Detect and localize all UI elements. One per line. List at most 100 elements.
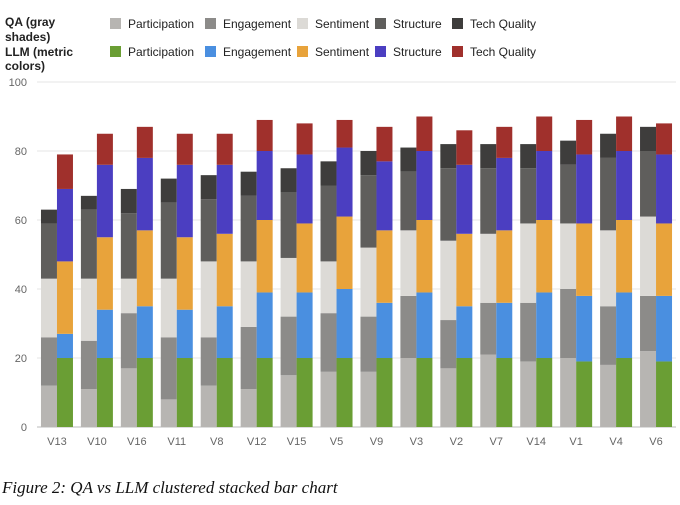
- bar-qa-V6-sentiment: [640, 216, 657, 296]
- x-tick-label-V15: V15: [287, 436, 307, 448]
- bar-llm-V9-structure: [376, 161, 393, 231]
- bar-qa-V8-sentiment: [200, 261, 217, 338]
- bar-llm-V4-engagement: [616, 292, 633, 358]
- bar-llm-V9-participation: [376, 358, 393, 427]
- bar-llm-V13-tech-quality: [56, 154, 73, 189]
- x-axis: V13 V10 V16 V11 V8 V12 V15 V5 V9 V3 V2 V7 V14 V1 V4 V6: [47, 436, 663, 448]
- bar-llm-V12-engagement: [256, 292, 273, 358]
- bar-qa-V15-engagement: [280, 316, 297, 376]
- bar-qa-V9-engagement: [360, 316, 377, 372]
- bar-qa-V4-sentiment: [600, 230, 617, 307]
- bar-qa-V10-tech-quality: [80, 195, 97, 210]
- bar-qa-V15-sentiment: [280, 257, 297, 317]
- bar-qa-V4-tech-quality: [600, 133, 617, 158]
- bar-qa-V8-structure: [200, 199, 217, 262]
- bar-qa-V15-participation: [280, 375, 297, 427]
- x-tick-label-V14: V14: [526, 436, 546, 448]
- bar-llm-V4-structure: [616, 151, 633, 220]
- bar-llm-V3-participation: [416, 358, 433, 427]
- bar-llm-V4-participation: [616, 358, 633, 427]
- bar-qa-V4-participation: [600, 364, 617, 427]
- bar-qa-V8-engagement: [200, 337, 217, 386]
- bar-llm-V15-engagement: [296, 292, 313, 358]
- bar-llm-V14-tech-quality: [536, 116, 553, 151]
- legend: Participation Engagement Sentiment Structur…: [110, 17, 536, 59]
- bar-qa-V4-structure: [600, 157, 617, 231]
- bar-qa-V10-structure: [80, 209, 97, 279]
- bar-qa-V9-sentiment: [360, 247, 377, 317]
- bar-qa-V6-engagement: [640, 295, 657, 352]
- bar-llm-V13-participation: [56, 358, 73, 427]
- bar-qa-V16-sentiment: [120, 278, 137, 314]
- legend-swatch-llm-sentiment: [297, 46, 308, 57]
- bar-llm-V4-sentiment: [616, 220, 633, 293]
- bar-qa-V10-participation: [80, 389, 97, 427]
- legend-label-qa-sentiment: Sentiment: [315, 17, 370, 31]
- bar-qa-V16-tech-quality: [120, 188, 137, 214]
- bar-llm-V7-structure: [496, 157, 513, 231]
- bar-llm-V10-engagement: [96, 309, 113, 358]
- bar-llm-V9-engagement: [376, 302, 393, 358]
- bar-qa-V1-engagement: [560, 289, 577, 358]
- bar-qa-V13-engagement: [40, 337, 57, 386]
- y-tick-label-100: 100: [9, 77, 27, 89]
- y-tick-label-80: 80: [15, 146, 27, 158]
- bar-llm-V13-engagement: [56, 333, 73, 358]
- legend-swatch-qa-participation: [110, 18, 121, 29]
- bar-qa-V16-participation: [120, 368, 137, 427]
- bar-llm-V2-participation: [456, 358, 473, 427]
- x-tick-label-V6: V6: [649, 436, 662, 448]
- bar-qa-V3-structure: [400, 171, 417, 231]
- bar-qa-V1-sentiment: [560, 223, 577, 289]
- bar-llm-V12-sentiment: [256, 220, 273, 293]
- bar-llm-V1-sentiment: [576, 223, 593, 296]
- bar-llm-V6-sentiment: [656, 223, 673, 296]
- bar-qa-V11-participation: [160, 399, 177, 427]
- bar-llm-V1-engagement: [576, 295, 593, 362]
- bar-qa-V2-participation: [440, 368, 457, 427]
- bar-qa-V9-tech-quality: [360, 151, 377, 176]
- bar-qa-V11-engagement: [160, 337, 177, 400]
- bar-qa-V11-tech-quality: [160, 178, 177, 203]
- bar-qa-V12-tech-quality: [240, 171, 257, 196]
- legend-swatch-llm-structure: [375, 46, 386, 57]
- x-tick-label-V3: V3: [410, 436, 423, 448]
- bar-qa-V13-structure: [40, 223, 57, 279]
- bar-plot-area: [40, 116, 673, 427]
- y-tick-label-40: 40: [15, 284, 27, 296]
- bar-llm-V10-structure: [96, 164, 113, 238]
- bar-qa-V12-structure: [240, 195, 257, 262]
- bar-llm-V2-structure: [456, 164, 473, 234]
- legend-label-qa-tech-quality: Tech Quality: [470, 17, 536, 31]
- bar-qa-V14-sentiment: [520, 223, 537, 303]
- legend-label-llm-engagement: Engagement: [223, 45, 292, 59]
- x-tick-label-V5: V5: [330, 436, 343, 448]
- bar-qa-V5-tech-quality: [320, 161, 337, 186]
- bar-qa-V6-tech-quality: [640, 126, 657, 151]
- y-axis: 0 20 40 60 80 100: [9, 77, 27, 434]
- bar-qa-V7-participation: [480, 354, 497, 427]
- figure-caption: Figure 2: QA vs LLM clustered stacked ba…: [2, 478, 338, 497]
- x-tick-label-V2: V2: [450, 436, 463, 448]
- y-tick-label-60: 60: [15, 215, 27, 227]
- bar-qa-V11-sentiment: [160, 278, 177, 338]
- legend-swatch-qa-structure: [375, 18, 386, 29]
- bar-llm-V11-sentiment: [176, 237, 193, 310]
- bar-llm-V13-sentiment: [56, 261, 73, 334]
- bar-qa-V2-tech-quality: [440, 144, 457, 169]
- bar-qa-V12-sentiment: [240, 261, 257, 327]
- bar-qa-V8-participation: [200, 385, 217, 427]
- legend-label-llm-tech-quality: Tech Quality: [470, 45, 536, 59]
- legend-swatch-llm-engagement: [205, 46, 216, 57]
- bar-llm-V5-participation: [336, 358, 353, 427]
- bar-qa-V1-structure: [560, 164, 577, 224]
- bar-qa-V2-structure: [440, 168, 457, 241]
- bar-llm-V9-tech-quality: [376, 126, 393, 162]
- legend-llm-group-label: LLM (metric: [5, 45, 73, 59]
- bar-llm-V10-sentiment: [96, 237, 113, 310]
- bar-llm-V14-engagement: [536, 292, 553, 358]
- bar-llm-V8-participation: [216, 358, 233, 427]
- bar-llm-V7-sentiment: [496, 230, 513, 303]
- legend-swatch-llm-tech-quality: [452, 46, 463, 57]
- bar-qa-V15-tech-quality: [280, 168, 297, 193]
